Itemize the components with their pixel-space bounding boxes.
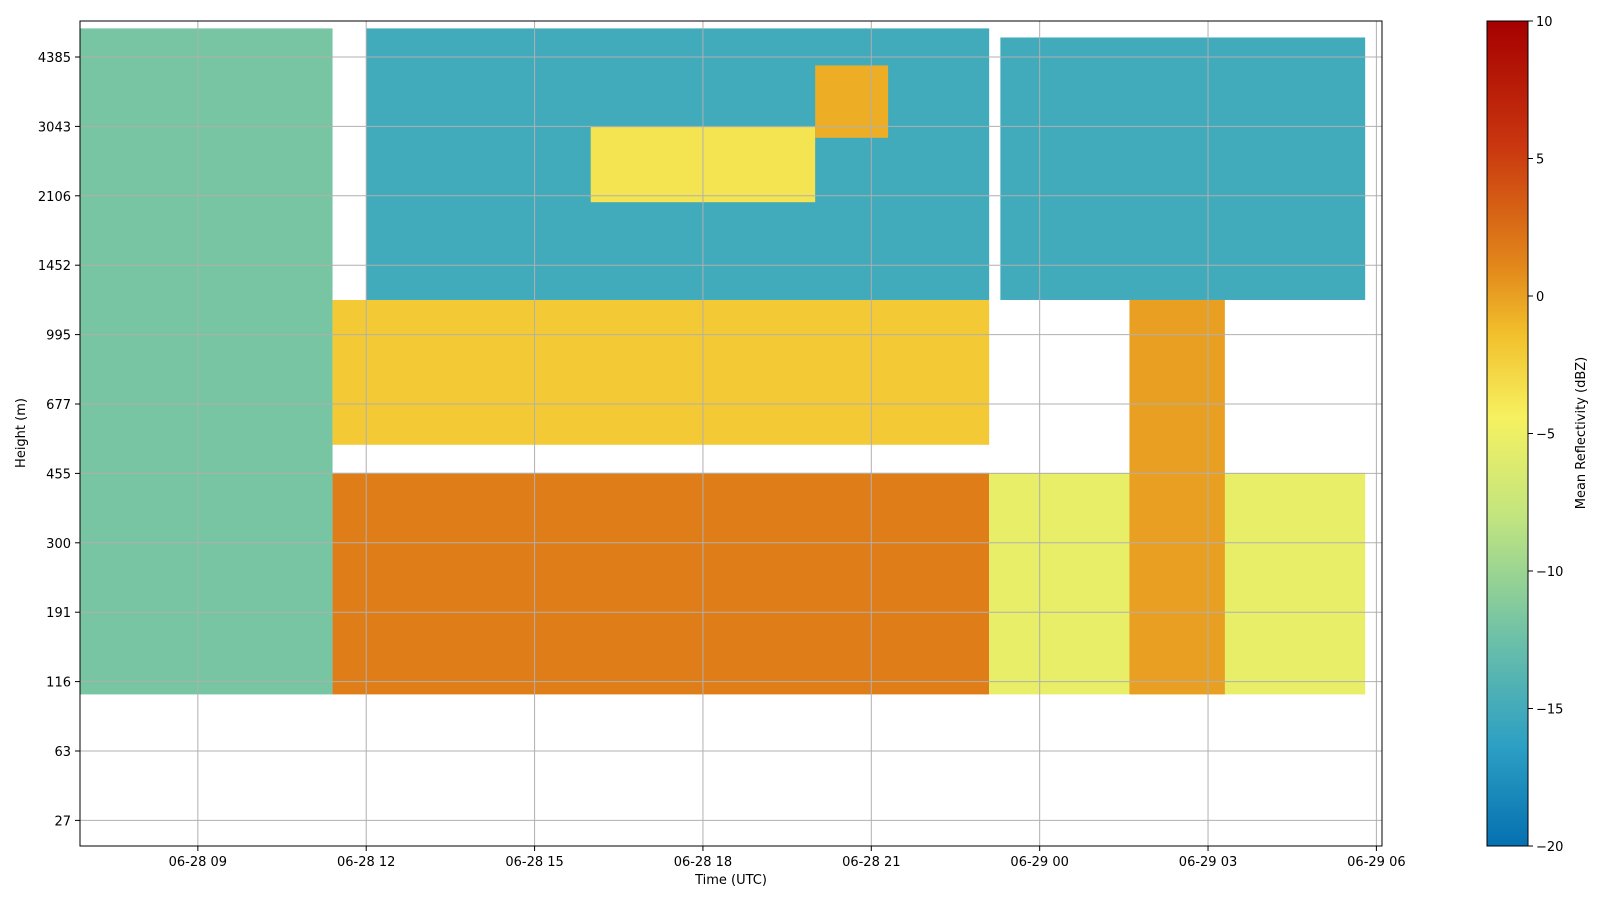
y-tick-label: 116 <box>46 676 71 691</box>
colorbar-tick-label: 10 <box>1536 15 1553 30</box>
y-tick-label: 63 <box>54 745 71 760</box>
x-tick-label: 06-29 00 <box>1010 855 1068 870</box>
colorbar-tick-label: −10 <box>1536 565 1563 580</box>
colorbar-tick-label: 5 <box>1536 153 1544 168</box>
colorbar <box>1486 20 1529 847</box>
y-tick-label: 3043 <box>38 120 71 135</box>
heatmap-cell-0 <box>80 28 333 695</box>
x-tick-label: 06-28 12 <box>337 855 395 870</box>
x-axis-label: Time (UTC) <box>694 873 767 888</box>
colorbar-tick-label: −5 <box>1536 428 1555 443</box>
y-tick-label: 2106 <box>38 190 71 205</box>
colorbar-label: Mean Reflectivity (dBZ) <box>1574 357 1589 510</box>
colorbar-tick-label: −15 <box>1536 703 1563 718</box>
y-tick-label: 1452 <box>38 259 71 274</box>
colorbar-tick-label: −20 <box>1536 840 1563 855</box>
x-tick-label: 06-29 06 <box>1347 855 1405 870</box>
heatmap-area <box>80 28 1366 695</box>
grid-lines <box>80 21 1382 846</box>
x-axis-ticks: 06-28 09 06-28 12 06-28 15 06-28 18 06-28 21… <box>169 846 1406 870</box>
y-tick-label: 191 <box>46 606 71 621</box>
y-tick-label: 4385 <box>38 51 71 66</box>
heatmap-cell-2 <box>332 299 990 445</box>
y-tick-label: 300 <box>46 537 71 552</box>
x-tick-label: 06-28 21 <box>842 855 900 870</box>
plot-frame <box>79 20 1383 847</box>
y-tick-label: 995 <box>46 329 71 344</box>
heatmap-cell-8 <box>1000 37 1366 300</box>
y-axis-ticks: 27 63 116 191 300 455 677 995 1452 2106 3043 4385 <box>38 51 80 829</box>
y-axis-label: Height (m) <box>14 398 29 468</box>
colorbar-tick-label: 0 <box>1536 290 1544 305</box>
x-tick-label: 06-28 15 <box>505 855 563 870</box>
x-tick-label: 06-28 18 <box>674 855 732 870</box>
y-tick-label: 455 <box>46 467 71 482</box>
y-tick-label: 677 <box>46 398 71 413</box>
y-tick-label: 27 <box>54 814 71 829</box>
x-tick-label: 06-28 09 <box>169 855 227 870</box>
heatmap-cell-1 <box>332 472 990 695</box>
heatmap-cell-7 <box>1129 299 1225 695</box>
colorbar-ticks: −20 −15 −10 −5 0 5 10 <box>1528 15 1563 855</box>
x-tick-label: 06-29 03 <box>1179 855 1237 870</box>
heatmap-cell-5 <box>815 65 889 138</box>
